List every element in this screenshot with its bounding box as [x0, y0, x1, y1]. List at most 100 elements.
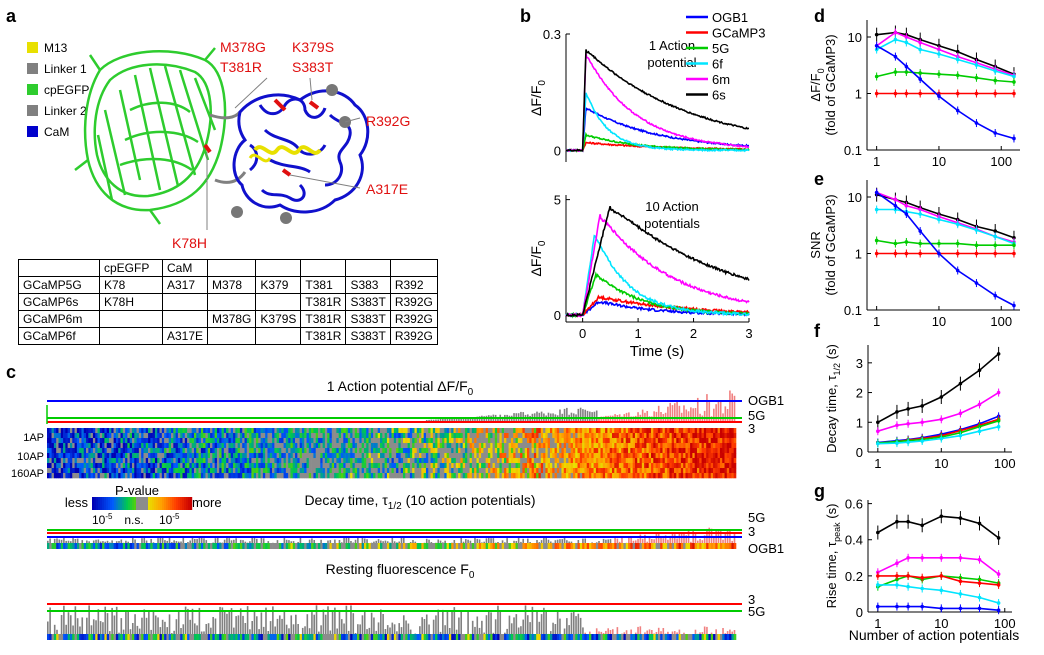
heatmap-cell: [290, 438, 294, 444]
heatmap-cell: [216, 448, 220, 454]
colorbar-cell: [132, 497, 135, 510]
heatmap-cell: [407, 458, 411, 464]
heatmap-cell: [357, 438, 360, 444]
heatmap-cell: [584, 463, 588, 469]
data-point: [974, 251, 979, 256]
heatmap-cell: [607, 458, 610, 464]
heatmap-cell: [687, 428, 691, 434]
heatmap-cell: [710, 453, 714, 459]
heatmap-cell: [196, 634, 199, 640]
heatmap-cell: [618, 448, 622, 454]
heatmap-cell: [361, 463, 365, 469]
heatmap-cell: [517, 468, 521, 474]
heatmap-cell: [556, 463, 560, 469]
heatmap-cell: [609, 468, 613, 474]
heatmap-cell: [719, 448, 723, 454]
heatmap-cell: [352, 458, 356, 464]
heatmap-cell: [237, 468, 241, 474]
heatmap-cell: [161, 448, 165, 454]
heatmap-cell: [575, 448, 578, 454]
heatmap-cell: [400, 433, 404, 439]
heatmap-cell: [180, 448, 183, 454]
heatmap-cell: [221, 543, 225, 549]
x-tick-label: 100: [990, 314, 1012, 329]
variant-bar: [641, 409, 644, 422]
heatmap-cell: [566, 453, 569, 459]
heatmap-cell: [444, 453, 447, 459]
heatmap-cell: [281, 634, 284, 640]
heatmap-cell: [200, 473, 204, 479]
heatmap-cell: [72, 634, 75, 640]
heatmap-cell: [81, 468, 85, 474]
heatmap-cell: [520, 453, 523, 459]
legend-label: CaM: [44, 125, 69, 139]
heatmap-cell: [99, 463, 103, 469]
heatmap-cell: [99, 458, 103, 464]
variant-bar: [481, 542, 483, 543]
heatmap-cell: [628, 453, 631, 459]
heatmap-cell: [281, 438, 284, 444]
heatmap-cell: [164, 473, 167, 479]
colorbar-cell: [170, 497, 173, 510]
heatmap-cell: [713, 443, 716, 449]
heatmap-cell: [733, 473, 737, 479]
heatmap-cell: [421, 463, 424, 469]
heatmap-cell: [214, 543, 218, 549]
heatmap-cell: [171, 473, 174, 479]
heatmap-cell: [481, 428, 484, 434]
heatmap-cell: [632, 453, 636, 459]
heatmap-cell: [524, 463, 528, 469]
heatmap-cell: [508, 453, 512, 459]
heatmap-cell: [623, 448, 627, 454]
heatmap-cell: [304, 428, 307, 434]
heatmap-cell: [345, 543, 349, 549]
heatmap-cell: [285, 473, 289, 479]
heatmap-cell: [469, 443, 473, 449]
variant-bar: [290, 615, 293, 634]
heatmap-cell: [487, 438, 491, 444]
heatmap-cell: [685, 543, 689, 549]
heatmap-cell: [104, 433, 108, 439]
heatmap-cell: [122, 453, 126, 459]
heatmap-cell: [690, 433, 693, 439]
heatmap-cell: [260, 443, 264, 449]
variant-bar: [607, 628, 609, 634]
heatmap-cell: [561, 428, 565, 434]
heatmap-cell: [602, 463, 606, 469]
heatmap-cell: [154, 463, 158, 469]
heatmap-cell: [464, 448, 468, 454]
variant-bar: [214, 618, 217, 634]
heatmap-cell: [552, 443, 555, 449]
heatmap-cell: [439, 468, 443, 474]
heatmap-cell: [258, 458, 261, 464]
heatmap-cell: [102, 433, 105, 439]
variant-bar: [453, 418, 456, 422]
heatmap-cell: [258, 433, 261, 439]
variant-bar: [274, 626, 276, 634]
heatmap-cell: [315, 433, 319, 439]
heatmap-cell: [474, 473, 477, 479]
heatmap-cell: [703, 634, 707, 640]
heatmap-cell: [487, 463, 491, 469]
heatmap-cell: [301, 634, 305, 640]
heatmap-cell: [722, 458, 725, 464]
heatmap-cell: [331, 443, 335, 449]
heatmap-cell: [487, 443, 491, 449]
heatmap-cell: [708, 458, 712, 464]
heatmap-cell: [432, 448, 436, 454]
heatmap-cell: [278, 468, 282, 474]
heatmap-cell: [327, 443, 330, 449]
series-line-6m: [876, 31, 1015, 77]
variant-bar: [127, 611, 129, 634]
heatmap-cell: [175, 458, 179, 464]
heatmap-cell: [129, 463, 133, 469]
heatmap-cell: [177, 473, 181, 479]
heatmap-cell: [377, 473, 381, 479]
trace-5G: [565, 131, 750, 153]
variant-bar: [60, 539, 63, 543]
heatmap-cell: [414, 433, 418, 439]
variant-bar: [485, 538, 488, 543]
heatmap-cell: [58, 438, 62, 444]
heatmap-cell: [614, 448, 617, 454]
heatmap-cell: [249, 453, 252, 459]
